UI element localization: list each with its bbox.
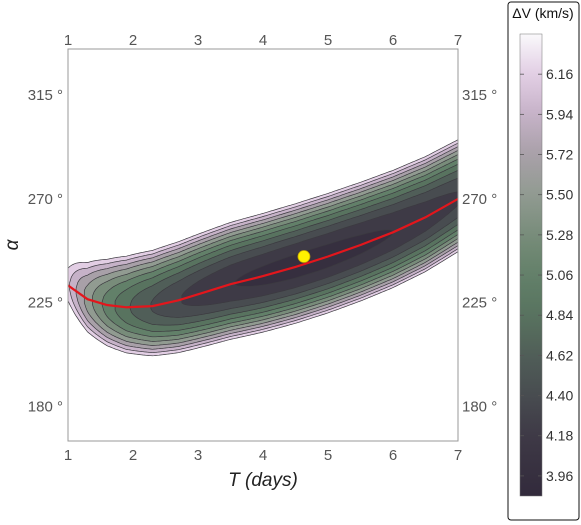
colorbar-tick-label: 4.40 [546,388,573,404]
colorbar-gradient [519,33,543,497]
contour-fill [68,139,458,357]
y-tick-label: 225 ° [28,295,63,312]
y-tick-label-right: 225 ° [462,295,497,312]
minimum-marker [297,250,311,263]
colorbar-tick-label: 5.06 [546,267,573,283]
y-tick-label: 315 ° [28,87,63,104]
colorbar-tick-label: 4.62 [546,347,573,363]
colorbar-ticks: 6.16 5.94 5.72 5.50 5.28 5.06 4.84 4.62 4.40 4.18… [520,66,573,484]
x-tick-label: 1 [64,447,72,464]
y-tick-label-right: 315 ° [462,87,497,104]
colorbar-tick-label: 5.94 [546,106,573,122]
y-tick-label: 270 ° [28,191,63,208]
x-tick-label-top: 7 [454,32,462,49]
y-ticks-left: 180 ° 225 ° 270 ° 315 ° [28,87,63,415]
y-ticks-right: 180 ° 225 ° 270 ° 315 ° [462,87,497,415]
x-tick-label: 5 [324,447,332,464]
x-tick-label-top: 2 [129,32,137,49]
x-tick-label-top: 4 [259,32,267,49]
colorbar-tick-label: 3.96 [546,468,573,484]
x-axis-title: T (days) [228,470,298,491]
x-tick-label: 7 [454,447,462,464]
y-tick-label: 180 ° [28,398,63,415]
x-tick-label: 2 [129,447,137,464]
x-tick-label: 4 [259,447,267,464]
optimal-curve-group [68,197,458,309]
y-tick-label-right: 270 ° [462,191,497,208]
x-tick-label-top: 3 [194,32,202,49]
colorbar-tick-label: 5.72 [546,147,573,163]
x-ticks-top: 1 2 3 4 5 6 7 [64,32,462,49]
colorbar-title: ΔV (km/s) [512,5,573,21]
x-ticks-bottom: 1 2 3 4 5 6 7 [64,447,462,464]
y-axis-title: α [2,238,23,250]
x-tick-label: 6 [389,447,397,464]
y-tick-label-right: 180 ° [462,398,497,415]
x-tick-label-top: 1 [64,32,72,49]
colorbar-tick-label: 6.16 [546,66,573,82]
x-tick-label-top: 5 [324,32,332,49]
x-tick-label: 3 [194,447,202,464]
plot-frame [67,48,459,442]
colorbar-tick-label: 5.50 [546,187,573,203]
optimal-curve [68,197,458,309]
x-tick-label-top: 6 [389,32,397,49]
colorbar-tick-label: 4.18 [546,428,573,444]
colorbar-tick-label: 5.28 [546,227,573,243]
colorbar-tick-label: 4.84 [546,307,573,323]
